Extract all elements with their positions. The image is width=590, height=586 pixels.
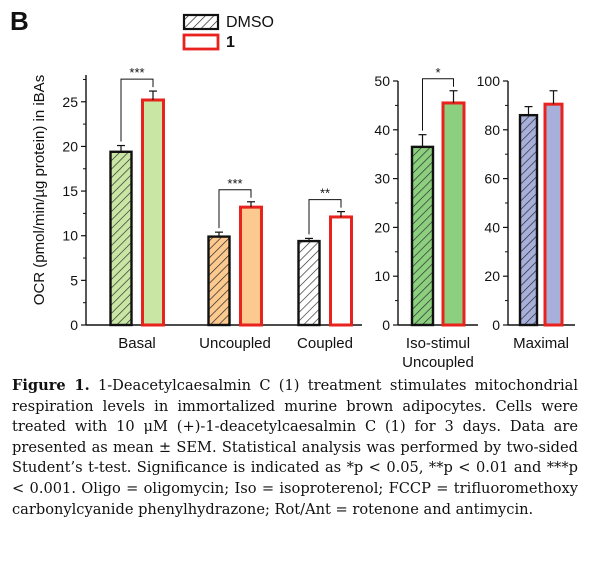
- y-tick-label: 15: [62, 183, 78, 199]
- bar-hatch: [208, 236, 230, 325]
- y-tick-label: 50: [374, 73, 390, 89]
- y-tick-label: 40: [484, 219, 500, 235]
- y-tick-label: 10: [374, 268, 390, 284]
- bar-hatch: [298, 241, 320, 325]
- y-tick-label: 20: [484, 268, 500, 284]
- caption-label: Figure 1.: [12, 377, 90, 394]
- figure-chart: B DMSO 1 0 5 10 15 20 25 OCR (pmol/min/µg prote…: [10, 6, 575, 371]
- bar-compound1: [545, 104, 562, 326]
- x-tick-label: Coupled: [297, 335, 353, 352]
- figure-caption: Figure 1. 1-Deacetylcaesalmin C (1) trea…: [12, 376, 578, 520]
- y-tick-label: 80: [484, 122, 500, 138]
- x-tick-label: Maximal: [513, 335, 569, 352]
- y-tick-label: 60: [484, 171, 500, 187]
- bar-hatch: [412, 146, 433, 325]
- y-tick-label: 5: [70, 272, 78, 288]
- bar-hatch: [110, 151, 132, 325]
- significance-bracket: [218, 189, 252, 229]
- bar-compound1: [142, 100, 164, 325]
- y-tick-label: 100: [477, 73, 501, 89]
- panel-label: B: [10, 6, 29, 36]
- chart-panel-1: 0 5 10 15 20 25 OCR (pmol/min/µg protein) in i…: [31, 65, 362, 352]
- y-tick-label: 0: [492, 317, 500, 333]
- bar-compound1: [240, 207, 262, 325]
- y-axis-label: OCR (pmol/min/µg protein) in iBAs: [31, 75, 48, 305]
- significance-bracket: [120, 78, 154, 142]
- significance-label: ***: [129, 65, 144, 80]
- y-tick-label: 0: [70, 317, 78, 333]
- bar-compound1: [443, 102, 464, 326]
- y-tick-label: 30: [374, 171, 390, 187]
- significance-label: *: [435, 65, 440, 80]
- chart-panel-2: 0 10 20 30 40 50 Iso-stimul Uncoupled *: [374, 65, 478, 371]
- x-tick-label: Iso-stimul: [406, 335, 470, 352]
- significance-bracket: [308, 199, 342, 235]
- bar-hatch: [520, 115, 537, 325]
- legend-label: 1: [226, 34, 235, 51]
- y-tick-label: 25: [62, 94, 78, 110]
- x-tick-label: Uncoupled: [199, 335, 271, 352]
- y-tick-label: 0: [382, 317, 390, 333]
- significance-label: **: [320, 186, 330, 201]
- y-tick-label: 40: [374, 122, 390, 138]
- significance-label: ***: [227, 176, 242, 191]
- bar-compound1: [330, 216, 352, 325]
- legend-swatch: [182, 33, 220, 51]
- legend-label: DMSO: [226, 14, 274, 31]
- caption-text: 1-Deacetylcaesalmin C (1) treatment stim…: [12, 377, 579, 518]
- significance-bracket: [422, 78, 454, 131]
- x-tick-label: Uncoupled: [402, 354, 474, 371]
- x-tick-label: Basal: [118, 335, 156, 352]
- legend: DMSO 1: [182, 13, 274, 51]
- legend-swatch: [182, 13, 220, 31]
- y-tick-label: 10: [62, 228, 78, 244]
- y-tick-label: 20: [374, 219, 390, 235]
- chart-panel-3: 0 20 40 60 80 100 Maximal: [477, 73, 575, 352]
- y-tick-label: 20: [62, 138, 78, 154]
